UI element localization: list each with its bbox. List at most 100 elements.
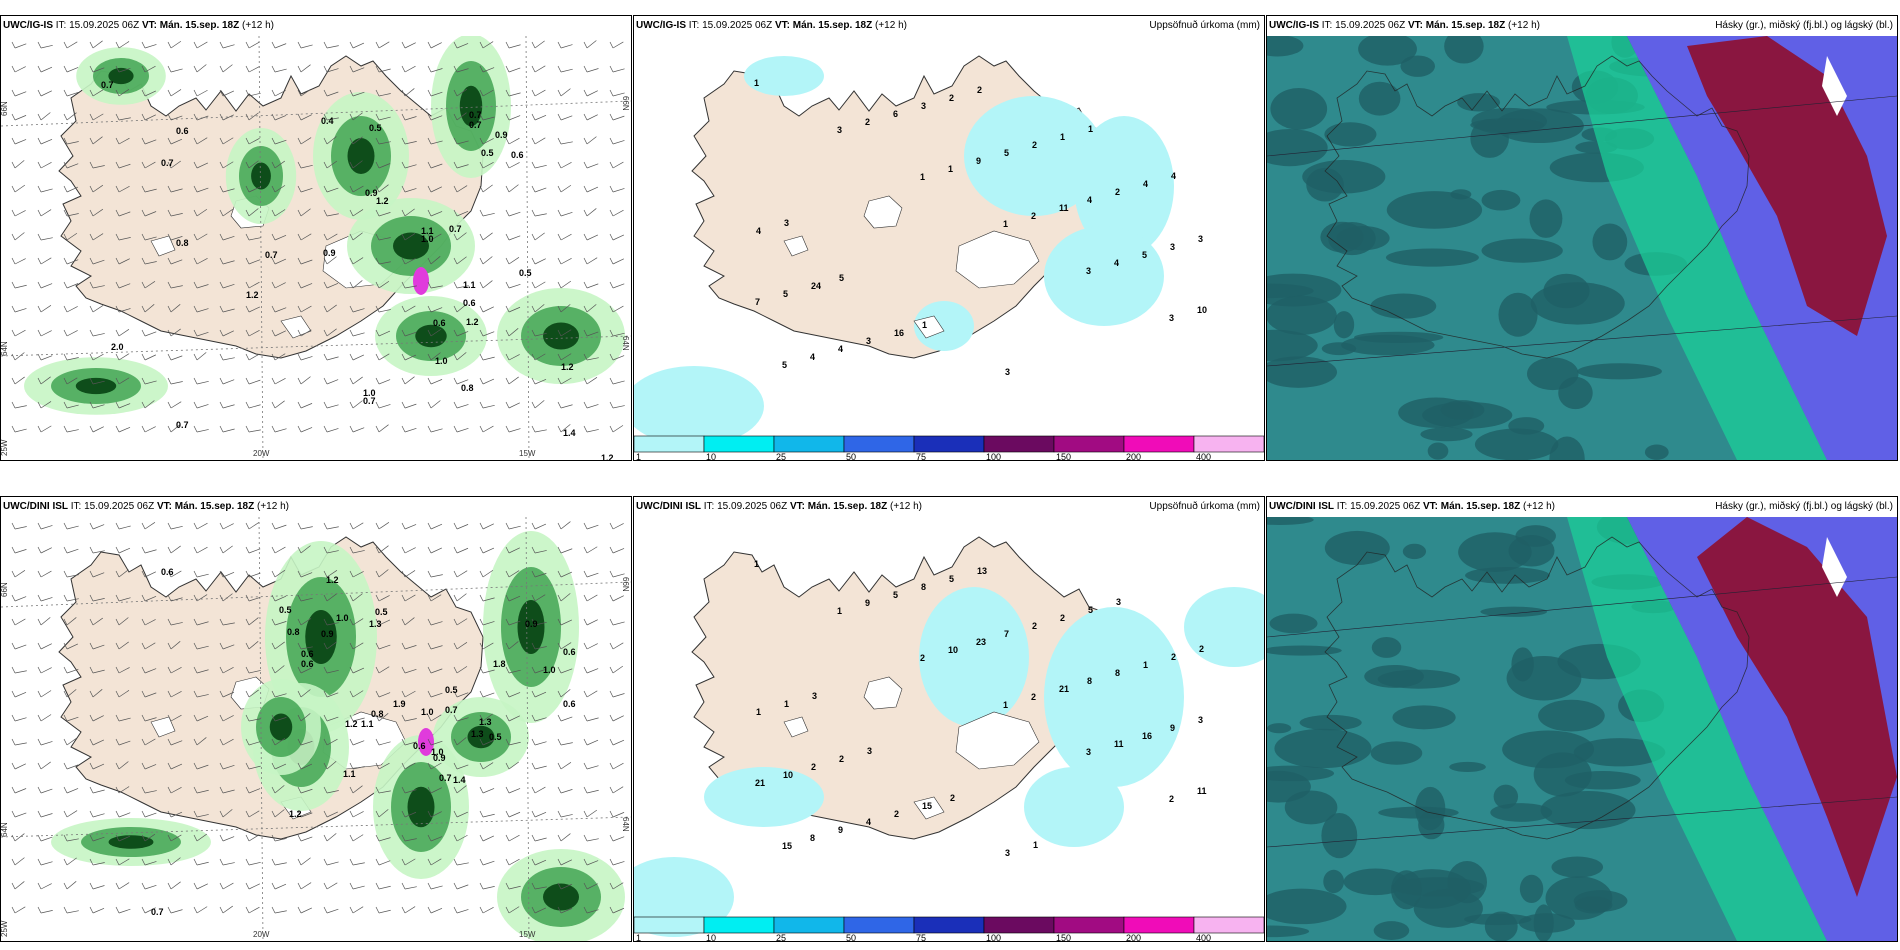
wind-barb	[583, 65, 599, 73]
precip-value-label: 0.7	[151, 907, 164, 917]
precip-value-label: 0.8	[287, 627, 300, 637]
precip-value-label: 8	[1087, 676, 1092, 686]
colorbar-tick: 1	[636, 452, 641, 460]
wind-barb	[583, 618, 598, 626]
wind-barb	[193, 594, 208, 602]
wind-barb	[479, 786, 495, 794]
precip-value-label: 5	[839, 273, 844, 283]
wind-barb	[427, 352, 441, 361]
wind-barb	[193, 113, 209, 121]
wind-barb	[11, 401, 27, 409]
precip-value-label: 1.2	[326, 575, 339, 585]
wind-barb	[219, 305, 235, 313]
graticule-line	[1267, 315, 1897, 367]
wind-barb	[609, 329, 625, 337]
precip-wind-map: 0.70.60.70.40.50.70.70.90.60.50.91.21.11…	[1, 36, 631, 460]
wind-barb	[11, 594, 27, 602]
wind-barb	[167, 618, 183, 626]
wind-barb	[401, 257, 416, 265]
wind-barb	[245, 160, 259, 169]
wind-barb	[323, 185, 339, 193]
wind-barb	[141, 642, 156, 650]
wind-barb	[557, 593, 571, 602]
wind-barb	[609, 690, 625, 698]
wind-barb	[167, 594, 183, 602]
cloud-white-core	[1822, 537, 1847, 597]
low-cloud	[1530, 282, 1625, 325]
panel-header: UWC/DINI ISL IT: 15.09.2025 06Z VT: Mán.…	[1267, 497, 1897, 517]
wind-barb	[609, 522, 624, 530]
wind-barb	[219, 41, 235, 49]
panel-title: Uppsöfnuð úrkoma (mm)	[1149, 501, 1260, 512]
wind-barb	[609, 65, 625, 73]
precip-value-label: 0.6	[301, 649, 314, 659]
precip-value-label: 0.5	[279, 605, 292, 615]
low-cloud	[1267, 723, 1292, 734]
wind-barb	[167, 641, 181, 650]
precip-value-label: 3	[1198, 234, 1203, 244]
low-cloud	[1490, 803, 1553, 822]
wind-barb	[193, 208, 208, 217]
precip-value-label: 1.0	[336, 613, 349, 623]
wind-barb	[427, 594, 442, 602]
wind-barb	[37, 41, 53, 49]
wind-barb	[479, 810, 495, 818]
wind-barb	[323, 570, 338, 578]
wind-barb	[141, 400, 155, 409]
low-cloud	[1457, 93, 1501, 112]
precip-value-label: 1.1	[421, 226, 434, 236]
precip-value-label: 0.9	[433, 753, 446, 763]
precip-value-label: 0.7	[101, 80, 114, 90]
wind-barb	[89, 208, 104, 217]
wind-barb	[89, 594, 105, 602]
wind-barb	[453, 281, 469, 289]
wind-barb	[11, 690, 27, 698]
low-cloud	[1427, 442, 1449, 460]
wind-barb	[245, 185, 261, 193]
wind-barb	[427, 714, 442, 722]
wind-barb	[115, 569, 129, 578]
panel-ig-left: UWC/IG-IS IT: 15.09.2025 06Z VT: Mán. 15…	[0, 15, 632, 461]
wind-barb	[245, 858, 261, 866]
low-cloud	[1267, 356, 1338, 388]
low-cloud	[1540, 791, 1636, 830]
wind-barb	[531, 834, 547, 842]
wind-barb	[375, 834, 391, 842]
wind-barb	[11, 714, 27, 722]
wind-barb	[115, 594, 131, 602]
wind-barb	[323, 113, 339, 121]
wind-barb	[89, 89, 104, 97]
wind-barb	[401, 762, 416, 770]
wind-barb	[297, 713, 311, 722]
precip-value-label: 4	[810, 352, 815, 362]
accumulated-precip-map: 1121321591021111852321162198789104528322…	[634, 517, 1264, 941]
precip-value-label: 1	[1003, 219, 1008, 229]
wind-barb	[89, 689, 103, 698]
wind-barb	[219, 257, 235, 265]
wind-barb	[245, 112, 259, 121]
wind-barb	[401, 233, 416, 241]
wind-barb	[141, 377, 157, 385]
wind-barb	[349, 257, 364, 265]
wind-barb	[505, 906, 520, 914]
wind-barb	[557, 377, 572, 385]
wind-barb	[63, 329, 78, 337]
wind-barb	[141, 690, 157, 698]
wind-barb	[427, 570, 443, 578]
wind-barb	[297, 208, 311, 217]
wind-barb	[401, 642, 417, 650]
colorbar-tick: 25	[776, 452, 786, 460]
wind-barb	[349, 185, 364, 193]
wind-barb	[349, 810, 364, 818]
wind-barb	[323, 353, 339, 361]
precip-value-label: 0.7	[469, 110, 482, 120]
precip-value-label: 11	[1114, 739, 1124, 749]
wind-barb	[453, 858, 469, 866]
colorbar-tick: 200	[1126, 452, 1141, 460]
wind-barb	[609, 834, 625, 842]
wind-barb	[89, 642, 105, 650]
precip-value-label: 1.0	[431, 747, 444, 757]
wind-barb	[167, 377, 183, 385]
low-cloud	[1324, 122, 1377, 147]
wind-barb	[609, 353, 625, 361]
